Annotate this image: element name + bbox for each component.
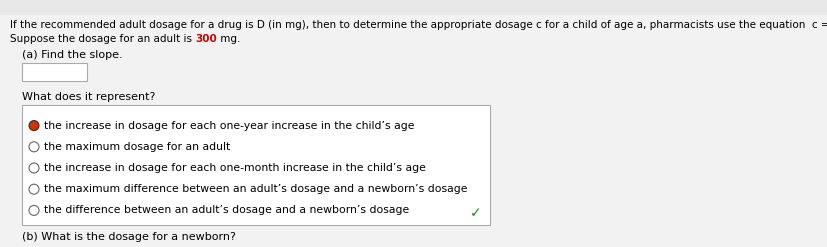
Text: the maximum difference between an adult’s dosage and a newborn’s dosage: the maximum difference between an adult’…	[44, 184, 467, 194]
Text: mg.: mg.	[217, 34, 241, 44]
Circle shape	[29, 142, 39, 152]
Text: (a) Find the slope.: (a) Find the slope.	[22, 50, 122, 60]
Circle shape	[29, 206, 39, 215]
FancyBboxPatch shape	[22, 105, 490, 225]
FancyBboxPatch shape	[0, 15, 827, 247]
Text: the increase in dosage for each one-month increase in the child’s age: the increase in dosage for each one-mont…	[44, 163, 426, 173]
Text: 300: 300	[195, 34, 217, 44]
Circle shape	[29, 163, 39, 173]
Circle shape	[29, 121, 39, 131]
Circle shape	[29, 184, 39, 194]
Text: If the recommended adult dosage for a drug is D (in mg), then to determine the a: If the recommended adult dosage for a dr…	[10, 20, 827, 30]
Text: What does it represent?: What does it represent?	[22, 92, 155, 102]
Text: the maximum dosage for an adult: the maximum dosage for an adult	[44, 142, 230, 152]
Text: the increase in dosage for each one-year increase in the child’s age: the increase in dosage for each one-year…	[44, 121, 414, 131]
Text: (b) What is the dosage for a newborn?: (b) What is the dosage for a newborn?	[22, 232, 236, 242]
Text: Suppose the dosage for an adult is: Suppose the dosage for an adult is	[10, 34, 195, 44]
FancyBboxPatch shape	[22, 63, 87, 81]
Text: the difference between an adult’s dosage and a newborn’s dosage: the difference between an adult’s dosage…	[44, 206, 409, 215]
Text: ✓: ✓	[471, 206, 482, 220]
